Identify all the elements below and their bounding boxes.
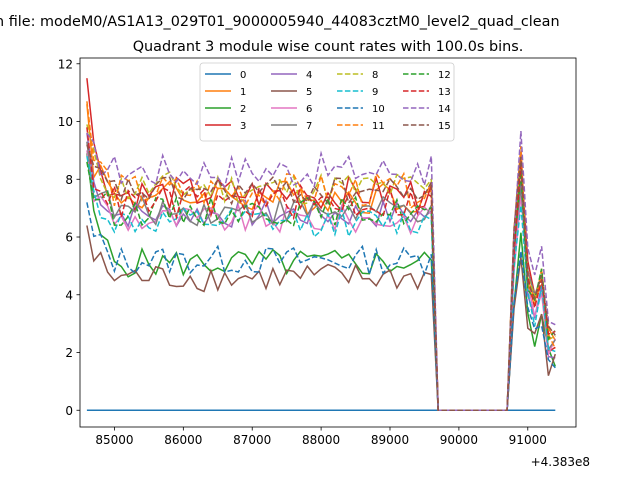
legend-label-10: 10 [372,104,385,115]
y-tick-label: 4 [65,288,73,302]
y-tick-label: 6 [65,231,73,245]
x-tick-label: 86000 [164,433,202,447]
x-tick-label: 87000 [233,433,271,447]
series-line-10 [86,202,556,412]
series-line-15 [86,144,556,412]
legend-label-6: 6 [306,104,312,115]
legend-label-15: 15 [438,121,451,132]
y-tick-label: 8 [65,173,73,187]
legend-label-5: 5 [306,87,312,98]
series-line-6 [86,150,556,412]
y-tick-label: 0 [65,404,73,418]
legend-label-14: 14 [438,104,451,115]
legend-label-4: 4 [306,70,312,81]
legend-box [199,62,455,142]
legend-label-1: 1 [240,87,246,98]
y-tick-label: 12 [58,57,73,71]
x-offset-label: +4.383e8 [531,455,590,469]
legend-label-0: 0 [240,70,246,81]
legend-label-11: 11 [372,121,385,132]
x-tick-label: 90000 [440,433,478,447]
legend-label-13: 13 [438,87,451,98]
x-tick-label: 88000 [302,433,340,447]
x-tick-label: 89000 [371,433,409,447]
plot-area [86,78,557,412]
series-line-5 [86,225,557,412]
y-tick-label: 10 [58,115,73,129]
legend-label-2: 2 [240,104,246,115]
series-line-12 [86,161,556,412]
legend-label-9: 9 [372,87,378,98]
legend-label-7: 7 [306,121,312,132]
legend-label-12: 12 [438,70,451,81]
x-tick-label: 85000 [95,433,133,447]
legend-label-3: 3 [240,121,246,132]
legend-label-8: 8 [372,70,378,81]
plot-frame [79,57,577,428]
series-line-14 [86,131,556,412]
axes: 85000 86000 87000 88000 89000 90000 91000 0 2 4 6 8… [58,57,577,447]
chart-title: Quadrant 3 module wise count rates with … [133,39,524,55]
x-tick-label: 91000 [509,433,547,447]
y-tick-label: 2 [65,346,73,360]
chart-suptitle: n file: modeM0/AS1A13_029T01_9000005940_… [0,14,560,30]
